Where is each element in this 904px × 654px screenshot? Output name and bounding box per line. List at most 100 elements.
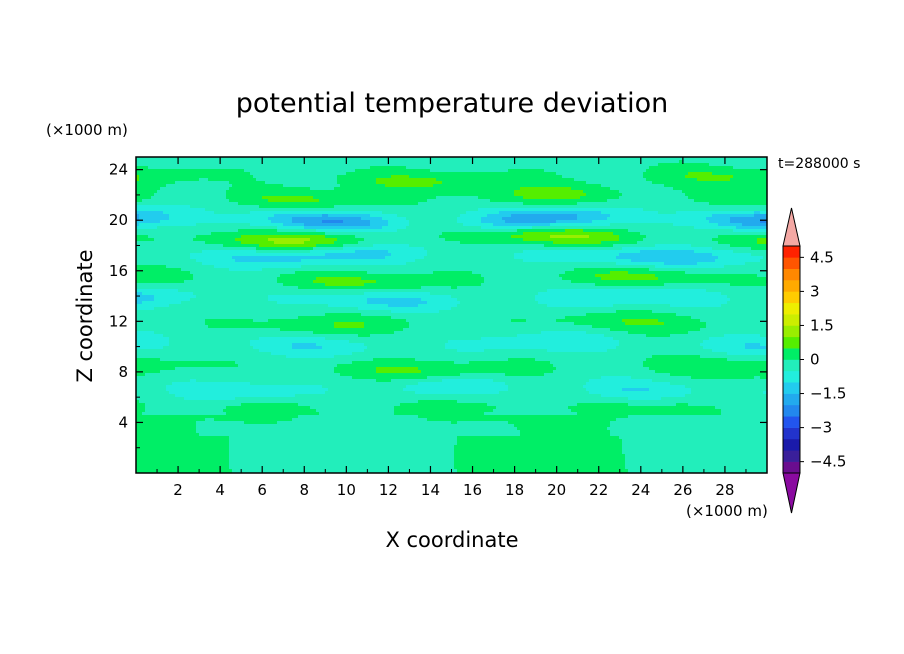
contour-cell <box>244 181 248 185</box>
contour-cell <box>157 226 161 230</box>
contour-cell <box>337 184 341 188</box>
contour-cell <box>409 226 413 230</box>
contour-cell <box>181 205 185 209</box>
contour-cell <box>625 193 629 197</box>
contour-cell <box>217 220 221 224</box>
contour-cell <box>154 178 158 182</box>
contour-cell <box>427 214 431 218</box>
contour-cell <box>658 223 662 227</box>
contour-cell <box>160 187 164 191</box>
contour-cell <box>211 226 215 230</box>
contour-cell <box>145 166 149 170</box>
contour-cell <box>679 214 683 218</box>
contour-cell <box>442 223 446 227</box>
contour-cell <box>460 193 464 197</box>
contour-cell <box>376 178 380 182</box>
contour-cell <box>607 199 611 203</box>
contour-cell <box>706 181 710 185</box>
contour-cell <box>454 211 458 215</box>
contour-cell <box>454 181 458 185</box>
contour-cell <box>169 169 173 173</box>
contour-cell <box>334 160 338 164</box>
contour-cell <box>631 190 635 194</box>
contour-cell <box>592 166 596 170</box>
contour-cell <box>265 202 269 206</box>
contour-cell <box>271 175 275 179</box>
contour-cell <box>487 181 491 185</box>
contour-cell <box>511 181 515 185</box>
contour-cell <box>688 205 692 209</box>
contour-cell <box>358 190 362 194</box>
contour-cell <box>751 178 755 182</box>
contour-cell <box>682 181 686 185</box>
contour-cell <box>205 223 209 227</box>
contour-cell <box>325 184 329 188</box>
contour-cell <box>319 223 323 227</box>
contour-cell <box>160 214 164 218</box>
contour-cell <box>283 160 287 164</box>
contour-cell <box>634 214 638 218</box>
contour-cell <box>193 223 197 227</box>
contour-cell <box>151 226 155 230</box>
contour-cell <box>193 205 197 209</box>
contour-cell <box>742 205 746 209</box>
contour-cell <box>355 226 359 230</box>
contour-cell <box>682 202 686 206</box>
contour-cell <box>601 196 605 200</box>
contour-cell <box>721 208 725 212</box>
contour-cell <box>478 190 482 194</box>
contour-cell <box>460 205 464 209</box>
contour-cell <box>736 193 740 197</box>
contour-cell <box>685 187 689 191</box>
contour-cell <box>322 196 326 200</box>
contour-cell <box>532 166 536 170</box>
contour-cell <box>367 199 371 203</box>
contour-cell <box>640 202 644 206</box>
contour-cell <box>325 169 329 173</box>
contour-cell <box>142 220 146 224</box>
contour-cell <box>709 157 713 161</box>
contour-cell <box>430 166 434 170</box>
contour-cell <box>388 226 392 230</box>
contour-cell <box>424 163 428 167</box>
contour-cell <box>196 205 200 209</box>
contour-cell <box>571 199 575 203</box>
contour-cell <box>457 214 461 218</box>
contour-cell <box>256 166 260 170</box>
contour-cell <box>634 196 638 200</box>
contour-cell <box>382 217 386 221</box>
contour-cell <box>571 187 575 191</box>
contour-cell <box>457 169 461 173</box>
contour-cell <box>445 175 449 179</box>
contour-cell <box>178 184 182 188</box>
contour-cell <box>682 190 686 194</box>
contour-cell <box>640 160 644 164</box>
contour-cell <box>481 175 485 179</box>
contour-cell <box>235 226 239 230</box>
contour-cell <box>757 172 761 176</box>
contour-cell <box>250 163 254 167</box>
contour-cell <box>340 160 344 164</box>
contour-cell <box>472 199 476 203</box>
contour-cell <box>676 175 680 179</box>
contour-cell <box>232 157 236 161</box>
contour-cell <box>610 193 614 197</box>
contour-cell <box>493 217 497 221</box>
contour-cell <box>529 184 533 188</box>
contour-cell <box>244 160 248 164</box>
contour-cell <box>580 157 584 161</box>
contour-cell <box>670 208 674 212</box>
contour-cell <box>367 172 371 176</box>
contour-cell <box>226 217 230 221</box>
contour-cell <box>526 169 530 173</box>
contour-cell <box>724 169 728 173</box>
contour-cell <box>421 208 425 212</box>
contour-cell <box>517 199 521 203</box>
contour-cell <box>715 223 719 227</box>
contour-cell <box>136 226 140 230</box>
contour-cell <box>256 172 260 176</box>
contour-cell <box>289 208 293 212</box>
contour-cell <box>223 172 227 176</box>
contour-cell <box>634 208 638 212</box>
contour-cell <box>745 166 749 170</box>
